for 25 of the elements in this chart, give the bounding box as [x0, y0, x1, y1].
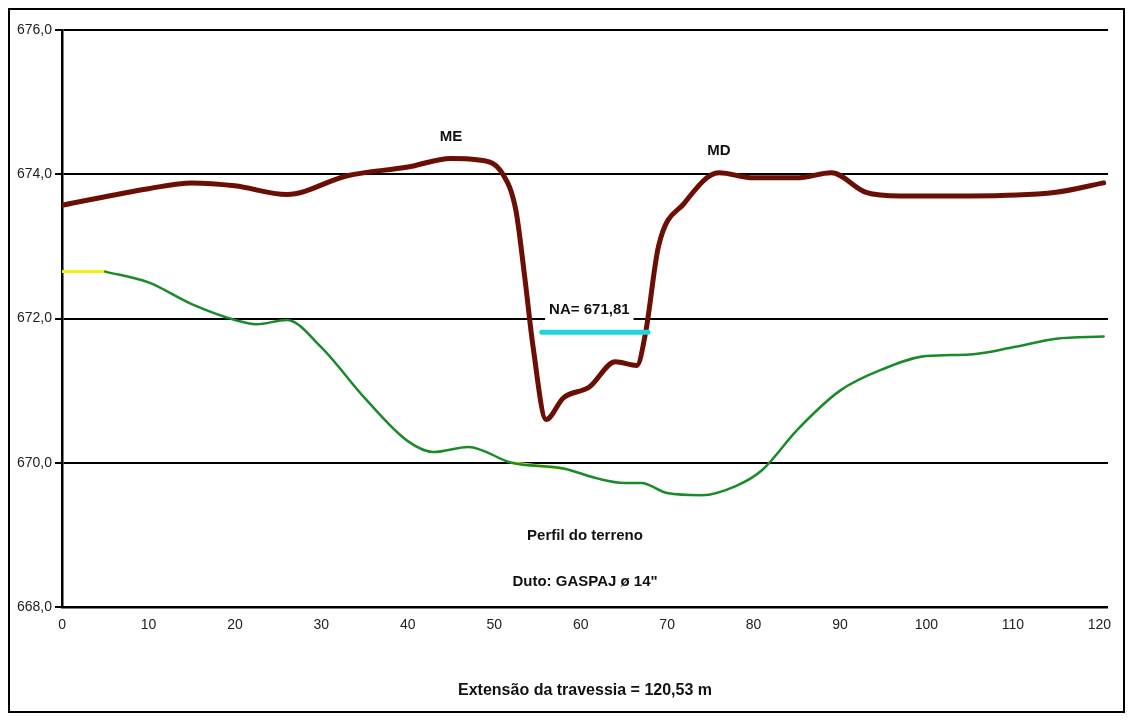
- x-tick-label: 80: [745, 616, 762, 633]
- y-tick-label: 670,0: [16, 453, 53, 470]
- x-tick-label: 10: [140, 616, 157, 633]
- x-tick-label: 30: [313, 616, 330, 633]
- y-tick-label: 668,0: [16, 597, 53, 614]
- y-tick-label: 674,0: [16, 165, 53, 182]
- x-tick-label: 50: [486, 616, 503, 633]
- y-tick-label: 672,0: [16, 309, 53, 326]
- x-tick-label: 110: [1001, 616, 1025, 633]
- annotation: Duto: GASPAJ ø 14": [512, 572, 658, 590]
- x-tick-label: 70: [659, 616, 676, 633]
- y-tick-label: 676,0: [16, 20, 53, 37]
- x-tick-label: 60: [572, 616, 589, 633]
- x-tick-label: 40: [400, 616, 416, 633]
- line-series: [104, 270, 1105, 497]
- annotation: NA= 671,81: [549, 300, 630, 318]
- x-tick-label: 0: [58, 616, 67, 633]
- x-tick-label: 100: [914, 616, 939, 633]
- annotation: Perfil do terreno: [527, 526, 643, 544]
- x-tick-label: 20: [227, 616, 243, 633]
- annotation: MD: [707, 140, 731, 158]
- x-tick-label: 120: [1087, 616, 1112, 633]
- x-axis-title: Extensão da travessia = 120,53 m: [458, 680, 712, 698]
- x-tick-label: 90: [832, 616, 849, 633]
- annotation: ME: [439, 126, 463, 144]
